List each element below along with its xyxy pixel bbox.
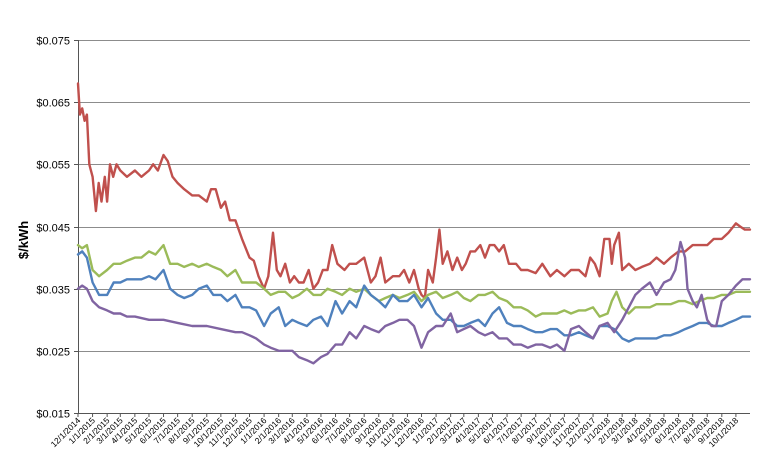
y-tick-label: $0.065 [36, 98, 70, 110]
y-tick-label: $0.045 [36, 223, 70, 235]
y-tick-label: $0.075 [36, 36, 70, 48]
y-tick-label: $0.015 [36, 409, 70, 421]
series-line-3 [76, 250, 752, 343]
y-tick-label: $0.035 [36, 285, 70, 297]
y-axis-label: $/kWh [16, 221, 31, 259]
series-line-2 [76, 243, 752, 318]
series-lines [76, 82, 752, 365]
y-tick-label: $0.025 [36, 347, 70, 359]
y-tick-label: $0.055 [36, 160, 70, 172]
series-line-1 [76, 82, 752, 300]
x-axis: 12/1/20141/1/20152/1/20153/1/20154/1/201… [49, 413, 750, 449]
gridlines [78, 40, 750, 414]
series-line-4 [76, 240, 752, 365]
y-axis: $0.075 $0.065 $0.055 $0.045 $0.035 $0.025 $0.0… [36, 36, 79, 421]
